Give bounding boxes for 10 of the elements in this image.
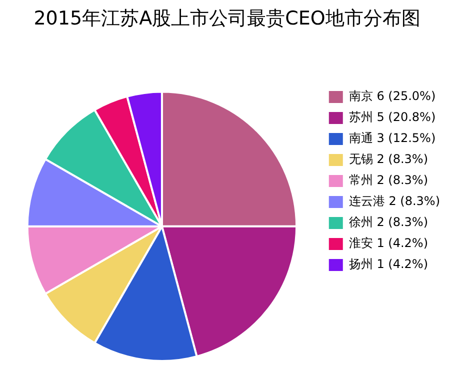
legend-label: 扬州 1 (4.2%): [348, 257, 428, 272]
legend-label: 淮安 1 (4.2%): [348, 236, 428, 250]
legend-label: 连云港 2 (8.3%): [348, 194, 440, 208]
legend-label: 南京 6 (25.0%): [348, 89, 436, 104]
chart-title: 2015年江苏A股上市公司最贵CEO地市分布图: [34, 7, 420, 30]
legend-label: 南通 3 (12.5%): [348, 131, 436, 146]
legend-label: 苏州 5 (20.8%): [348, 110, 436, 124]
legend-label: 无锡 2 (8.3%): [348, 152, 428, 166]
legend-label: 常州 2 (8.3%): [348, 173, 428, 188]
legend-label: 徐州 2 (8.3%): [348, 215, 428, 230]
